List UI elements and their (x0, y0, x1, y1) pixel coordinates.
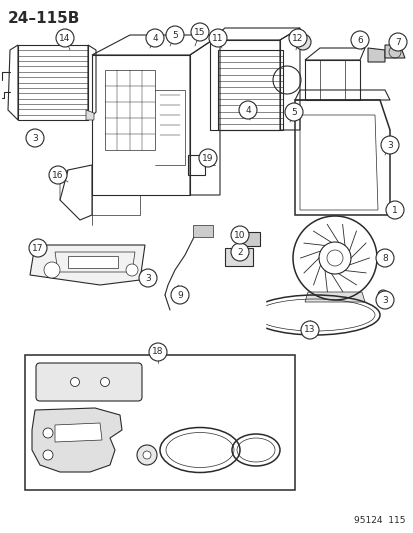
Circle shape (100, 377, 109, 386)
Circle shape (199, 149, 216, 167)
Circle shape (171, 286, 189, 304)
Text: 12: 12 (292, 34, 303, 43)
Polygon shape (30, 245, 145, 285)
Circle shape (142, 451, 151, 459)
Text: 8: 8 (381, 254, 387, 262)
Text: 10: 10 (234, 230, 245, 239)
Polygon shape (367, 48, 384, 62)
Text: 5: 5 (172, 30, 178, 39)
Circle shape (288, 29, 306, 47)
Text: 6: 6 (356, 36, 362, 44)
Circle shape (294, 34, 310, 50)
Circle shape (70, 377, 79, 386)
Text: 19: 19 (202, 154, 213, 163)
Circle shape (385, 201, 403, 219)
Bar (25, 355, 294, 490)
Text: 9: 9 (177, 290, 183, 300)
Circle shape (350, 31, 368, 49)
Circle shape (56, 29, 74, 47)
Text: 5: 5 (290, 108, 296, 117)
Circle shape (380, 136, 398, 154)
Circle shape (49, 166, 67, 184)
Text: 1: 1 (391, 206, 397, 214)
Circle shape (29, 239, 47, 257)
Text: 13: 13 (304, 326, 315, 335)
Polygon shape (304, 292, 364, 302)
Circle shape (43, 428, 53, 438)
Text: 7: 7 (394, 37, 400, 46)
Text: 95124  115: 95124 115 (354, 516, 405, 525)
Bar (192, 225, 212, 237)
Text: 2: 2 (237, 247, 242, 256)
Text: 17: 17 (32, 244, 44, 253)
Circle shape (375, 249, 393, 267)
Text: 4: 4 (244, 106, 250, 115)
Bar (237, 232, 259, 246)
Bar (18, 45, 88, 120)
Bar (218, 50, 282, 130)
Text: 24–115B: 24–115B (8, 11, 80, 26)
Circle shape (375, 291, 393, 309)
Circle shape (126, 264, 138, 276)
Polygon shape (55, 423, 102, 442)
Circle shape (166, 26, 183, 44)
Text: 18: 18 (152, 348, 164, 357)
Circle shape (284, 103, 302, 121)
Circle shape (137, 445, 157, 465)
Circle shape (149, 343, 166, 361)
Text: 4: 4 (152, 34, 157, 43)
Text: 3: 3 (32, 133, 38, 142)
Circle shape (300, 321, 318, 339)
Text: 3: 3 (386, 141, 392, 149)
Polygon shape (86, 110, 94, 120)
Circle shape (26, 129, 44, 147)
Circle shape (44, 262, 60, 278)
Circle shape (146, 29, 164, 47)
Circle shape (43, 450, 53, 460)
Polygon shape (384, 45, 404, 58)
Circle shape (190, 23, 209, 41)
Text: 11: 11 (212, 34, 223, 43)
Text: 3: 3 (381, 295, 387, 304)
Circle shape (209, 29, 226, 47)
Bar (224, 248, 252, 266)
Circle shape (230, 226, 248, 244)
FancyBboxPatch shape (36, 363, 142, 401)
Text: 16: 16 (52, 171, 64, 180)
Circle shape (230, 243, 248, 261)
Text: 3: 3 (145, 273, 150, 282)
Text: 15: 15 (194, 28, 205, 36)
Circle shape (388, 33, 406, 51)
Polygon shape (32, 408, 122, 472)
Circle shape (139, 269, 157, 287)
Circle shape (238, 101, 256, 119)
Bar (68, 256, 118, 268)
Text: 14: 14 (59, 34, 71, 43)
